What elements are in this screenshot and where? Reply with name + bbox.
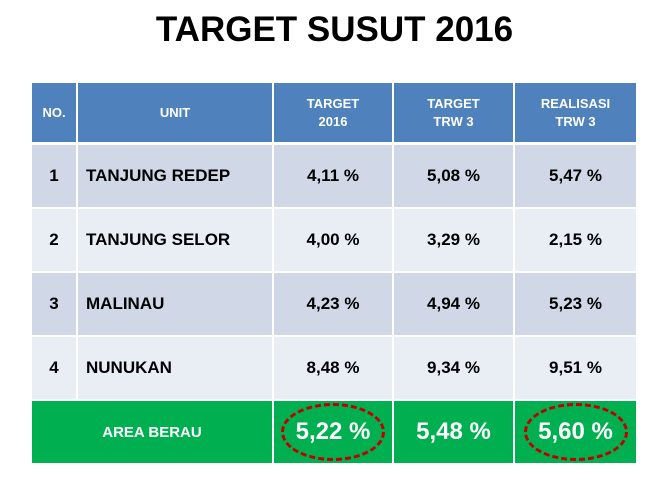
- cell-unit: TANJUNG REDEP: [78, 145, 274, 209]
- table-row: 2 TANJUNG SELOR 4,00 % 3,29 % 2,15 %: [32, 209, 636, 273]
- total-label: AREA BERAU: [32, 401, 274, 463]
- cell-no: 2: [32, 209, 78, 273]
- header-target-2016-line1: TARGET: [306, 95, 360, 111]
- header-target-trw3-line2: TRW 3: [433, 113, 474, 129]
- total-realisasi-trw3: 5,60 %: [515, 401, 636, 463]
- cell-target-2016: 4,00 %: [274, 209, 394, 273]
- cell-unit: MALINAU: [78, 273, 274, 337]
- header-unit: UNIT: [78, 83, 274, 145]
- header-realisasi-trw3-line2: TRW 3: [555, 113, 596, 129]
- cell-target-2016: 8,48 %: [274, 337, 394, 401]
- total-target-2016: 5,22 %: [274, 401, 394, 463]
- table-row: 1 TANJUNG REDEP 4,11 % 5,08 % 5,47 %: [32, 145, 636, 209]
- cell-target-trw3: 5,08 %: [394, 145, 515, 209]
- total-row: AREA BERAU 5,22 % 5,48 % 5,60 %: [32, 401, 636, 463]
- cell-target-trw3: 3,29 %: [394, 209, 515, 273]
- table-header-row: NO. UNIT TARGET 2016 TARGET TRW 3 REALIS…: [32, 83, 636, 145]
- cell-unit: NUNUKAN: [78, 337, 274, 401]
- header-no: NO.: [32, 83, 78, 145]
- cell-target-trw3: 4,94 %: [394, 273, 515, 337]
- cell-target-trw3: 9,34 %: [394, 337, 515, 401]
- header-target-2016-line2: 2016: [318, 113, 348, 129]
- cell-realisasi-trw3: 5,47 %: [515, 145, 636, 209]
- header-target-trw3: TARGET TRW 3: [394, 83, 515, 145]
- target-susut-table: NO. UNIT TARGET 2016 TARGET TRW 3 REALIS…: [32, 83, 636, 463]
- total-target-trw3: 5,48 %: [394, 401, 515, 463]
- cell-unit: TANJUNG SELOR: [78, 209, 274, 273]
- header-realisasi-trw3: REALISASI TRW 3: [515, 83, 636, 145]
- total-realisasi-trw3-value: 5,60 %: [538, 418, 613, 445]
- cell-no: 3: [32, 273, 78, 337]
- header-target-2016: TARGET 2016: [274, 83, 394, 145]
- header-target-trw3-line1: TARGET: [427, 95, 480, 111]
- cell-no: 1: [32, 145, 78, 209]
- cell-realisasi-trw3: 9,51 %: [515, 337, 636, 401]
- cell-realisasi-trw3: 5,23 %: [515, 273, 636, 337]
- page-title: TARGET SUSUT 2016: [155, 10, 514, 49]
- table-row: 3 MALINAU 4,23 % 4,94 % 5,23 %: [32, 273, 636, 337]
- table-row: 4 NUNUKAN 8,48 % 9,34 % 9,51 %: [32, 337, 636, 401]
- cell-target-2016: 4,23 %: [274, 273, 394, 337]
- cell-no: 4: [32, 337, 78, 401]
- header-realisasi-trw3-line1: REALISASI: [540, 95, 611, 111]
- cell-target-2016: 4,11 %: [274, 145, 394, 209]
- total-target-2016-value: 5,22 %: [295, 418, 371, 445]
- cell-realisasi-trw3: 2,15 %: [515, 209, 636, 273]
- total-target-trw3-value: 5,48 %: [416, 418, 491, 445]
